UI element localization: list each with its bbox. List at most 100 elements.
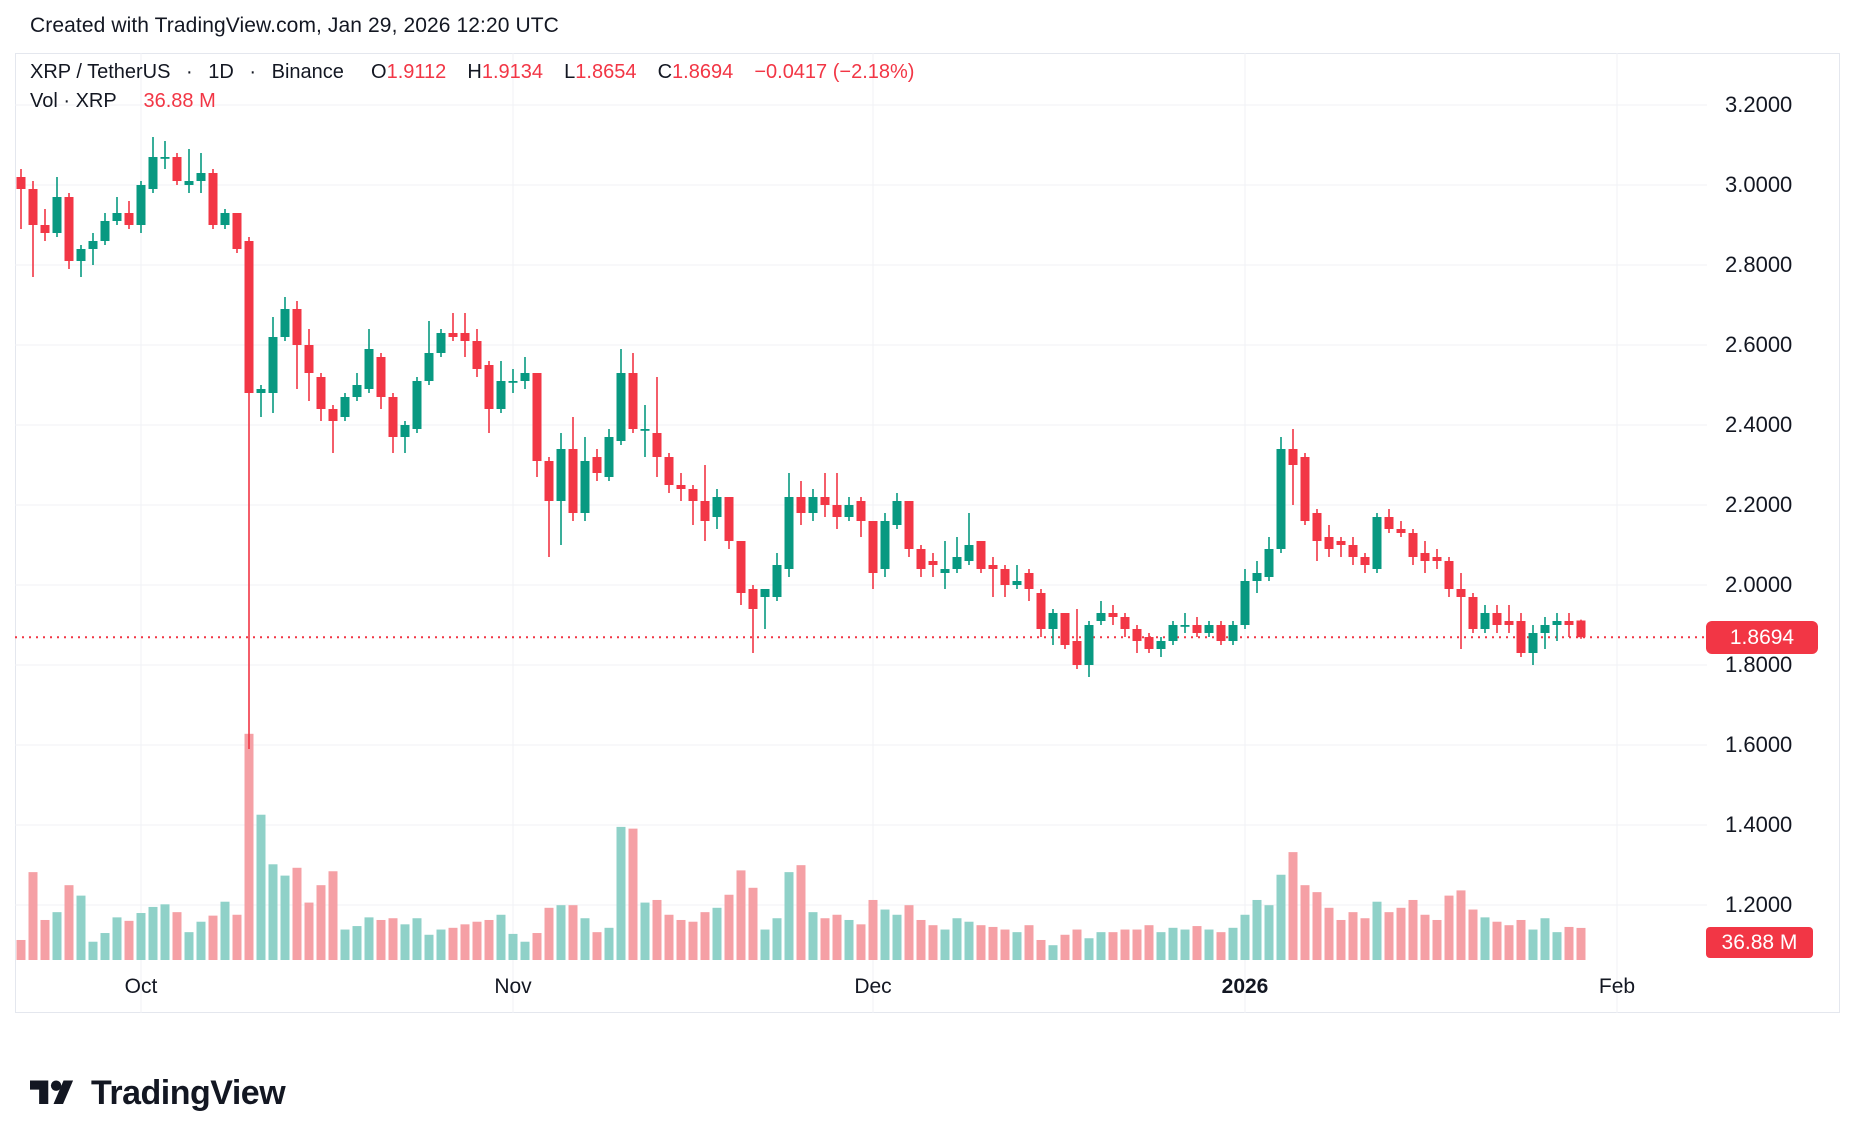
- volume-badge: 36.88 M: [1706, 927, 1813, 958]
- candle-body: [748, 589, 758, 609]
- volume-bar: [328, 871, 338, 960]
- volume-bar: [1168, 927, 1178, 960]
- candle-body: [1564, 621, 1574, 625]
- candle-body: [208, 173, 218, 225]
- volume-bar: [1192, 926, 1202, 960]
- candle-body: [604, 437, 614, 477]
- time-axis-label: 2026: [1221, 975, 1269, 998]
- volume-bar: [1156, 932, 1166, 960]
- candle-body: [1480, 613, 1490, 629]
- candle-body: [940, 569, 950, 573]
- candle-body: [952, 557, 962, 569]
- candle-body: [184, 181, 194, 185]
- candle-body: [1036, 593, 1046, 629]
- volume-bar: [112, 917, 122, 960]
- candle-body: [1204, 625, 1214, 633]
- candle-body: [580, 461, 590, 513]
- candle-body: [1576, 620, 1586, 638]
- candle-body: [1552, 621, 1562, 625]
- volume-bar: [40, 919, 50, 960]
- candle-body: [592, 457, 602, 473]
- candle-body: [868, 521, 878, 573]
- candle-body: [856, 501, 866, 521]
- volume-bar: [472, 921, 482, 960]
- candle-body: [340, 397, 350, 417]
- candle-body: [1504, 621, 1514, 625]
- symbol-legend: XRP / TetherUS · 1D · Binance O1.9112 H1…: [30, 61, 914, 84]
- candle-body: [1168, 625, 1178, 641]
- volume-bar: [820, 918, 830, 960]
- candle-body: [412, 381, 422, 429]
- volume-bar: [856, 924, 866, 960]
- candle-body: [1336, 541, 1346, 545]
- candle-body: [76, 249, 86, 261]
- volume-bar: [976, 925, 986, 960]
- candle-body: [256, 389, 266, 393]
- volume-bar: [616, 826, 626, 960]
- candle-body: [124, 213, 134, 225]
- volume-bar: [1372, 901, 1382, 960]
- symbol-name: XRP / TetherUS: [30, 61, 171, 83]
- candle-body: [1072, 641, 1082, 665]
- candle-body: [652, 433, 662, 457]
- volume-bar: [1264, 905, 1274, 960]
- candle-body: [1024, 573, 1034, 589]
- volume-bar: [1144, 925, 1154, 960]
- volume-bar: [604, 927, 614, 960]
- volume-bar: [628, 828, 638, 960]
- volume-bar: [928, 925, 938, 960]
- candle-body: [1360, 557, 1370, 565]
- candle-body: [1528, 633, 1538, 653]
- volume-bar: [544, 907, 554, 960]
- volume-bar: [1132, 929, 1142, 960]
- time-axis-label: Oct: [124, 975, 158, 998]
- volume-bar: [964, 921, 974, 960]
- candle-body: [556, 449, 566, 501]
- candle-body: [1228, 625, 1238, 641]
- candle-body: [1432, 557, 1442, 561]
- candle-body: [400, 425, 410, 437]
- price-tick-label: 2.2000: [1725, 492, 1793, 517]
- volume-bar: [1000, 929, 1010, 960]
- volume-bar: [844, 919, 854, 960]
- volume-bar: [448, 927, 458, 960]
- volume-bar: [124, 920, 134, 960]
- candle-body: [40, 225, 50, 233]
- candle-body: [1060, 613, 1070, 645]
- volume-bar: [148, 906, 158, 960]
- candle-body: [700, 501, 710, 521]
- candle-body: [436, 333, 446, 353]
- volume-bar: [1564, 926, 1574, 960]
- legend-separator: ·: [249, 61, 257, 83]
- volume-bar: [412, 918, 422, 960]
- candle-body: [1000, 569, 1010, 585]
- candle-body: [376, 357, 386, 397]
- candle-body: [1312, 513, 1322, 541]
- volume-bar: [1576, 927, 1586, 960]
- candle-body: [628, 373, 638, 429]
- candle-body: [1276, 449, 1286, 549]
- volume-bar: [52, 912, 62, 960]
- candle-body: [772, 565, 782, 597]
- volume-bar: [676, 919, 686, 960]
- chart-panel: [15, 53, 1840, 1013]
- exchange-label: Binance: [271, 61, 344, 83]
- candle-body: [280, 309, 290, 337]
- candle-body: [520, 373, 530, 381]
- volume-bar: [1492, 921, 1502, 960]
- volume-bar: [1012, 932, 1022, 960]
- volume-bar: [796, 865, 806, 960]
- candle-body: [1120, 617, 1130, 629]
- volume-bar: [1312, 892, 1322, 960]
- candle-body: [928, 561, 938, 565]
- volume-bar: [1120, 929, 1130, 960]
- volume-bar: [1504, 925, 1514, 960]
- volume-bar: [208, 915, 218, 960]
- candle-body: [1144, 637, 1154, 649]
- volume-bar: [832, 914, 842, 960]
- volume-bar: [1024, 925, 1034, 960]
- volume-bar: [484, 919, 494, 960]
- tradingview-logo[interactable]: TradingView: [30, 1074, 286, 1113]
- candle-body: [568, 449, 578, 513]
- volume-bar: [1036, 939, 1046, 960]
